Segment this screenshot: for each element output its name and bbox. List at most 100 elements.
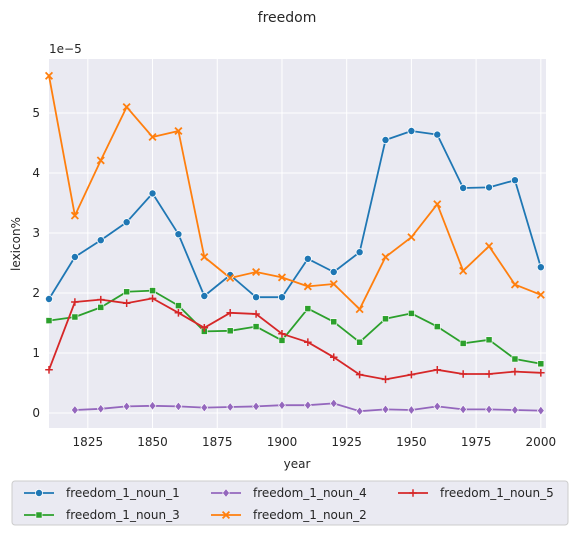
data-point: [511, 355, 519, 363]
data-point: [174, 126, 183, 136]
data-point: [200, 324, 209, 332]
x-tick-labels: 1825 1850 1875 1900 1925 1950 1975 2000: [73, 435, 557, 449]
data-point: [175, 302, 182, 309]
data-point: [200, 252, 209, 262]
data-point: [278, 330, 286, 338]
x-tick-label: 1975: [461, 435, 492, 449]
data-point: [433, 323, 441, 330]
data-point: [329, 267, 338, 276]
data-point: [174, 309, 183, 317]
data-point: [355, 248, 364, 257]
data-point: [407, 127, 416, 136]
data-point: [148, 189, 157, 198]
data-point: [277, 293, 286, 302]
legend-frame: [11, 480, 569, 526]
series-markers: [44, 71, 545, 417]
data-point: [511, 405, 519, 415]
y-tick-label: 2: [32, 286, 40, 300]
legend: freedom_1_noun_1 freedom_1_noun_3 freedom_…: [11, 480, 569, 526]
data-point: [71, 298, 79, 306]
legend-item: freedom_1_noun_4: [211, 486, 367, 500]
data-point: [537, 369, 545, 377]
legend-marker: [35, 511, 43, 519]
data-point: [45, 366, 53, 374]
data-point: [44, 71, 54, 80]
data-point: [304, 338, 312, 346]
data-point: [252, 401, 260, 412]
legend-label: freedom_1_noun_4: [253, 486, 367, 500]
data-point: [407, 405, 416, 415]
data-point: [200, 291, 209, 300]
data-point: [510, 280, 519, 289]
data-point: [148, 132, 157, 142]
data-point: [536, 263, 545, 272]
legend-item: freedom_1_noun_2: [211, 508, 367, 522]
x-tick-label: 1900: [267, 435, 298, 449]
y-tick-labels: 0 1 2 3 4 5: [32, 106, 40, 420]
grid-lines: [49, 59, 546, 428]
data-point: [408, 310, 415, 317]
legend-marker: [221, 510, 231, 520]
data-point: [226, 309, 234, 317]
data-point: [381, 375, 390, 384]
data-point: [536, 405, 545, 416]
data-point: [70, 252, 79, 261]
x-tick-label: 1925: [331, 435, 362, 449]
x-tick-label: 1875: [202, 435, 233, 449]
y-axis-title: lexicon%: [9, 217, 23, 271]
chart-title: freedom: [258, 10, 317, 26]
data-point: [278, 400, 286, 411]
data-point: [382, 315, 389, 323]
data-point: [45, 294, 54, 303]
data-point: [356, 338, 363, 346]
data-point: [485, 183, 494, 192]
data-point: [122, 401, 131, 412]
legend-marker: [409, 489, 417, 497]
plot-area: [49, 59, 546, 428]
legend-label: freedom_1_noun_2: [253, 508, 367, 522]
data-point: [381, 252, 390, 262]
series-line-freedom_1_noun_3: [48, 289, 541, 365]
data-point: [355, 406, 364, 417]
data-point: [433, 401, 442, 412]
series-line-freedom_1_noun_2: [48, 75, 542, 311]
data-point: [459, 266, 468, 275]
y-tick-label: 0: [32, 406, 40, 420]
data-point: [485, 336, 493, 344]
y-tick-label: 3: [32, 226, 40, 240]
series-line-freedom_1_noun_1: [48, 130, 542, 300]
data-point: [459, 404, 468, 415]
data-point: [226, 402, 235, 412]
data-point: [148, 294, 157, 303]
data-point: [252, 293, 261, 302]
data-point: [511, 367, 519, 376]
data-point: [226, 327, 234, 335]
data-point: [71, 405, 79, 415]
x-tick-label: 2000: [526, 435, 557, 449]
data-point: [277, 273, 287, 282]
data-point: [96, 295, 105, 304]
legend-item: freedom_1_noun_1: [24, 486, 180, 500]
legend-item: freedom_1_noun_3: [24, 508, 180, 522]
x-tick-label: 1850: [137, 435, 168, 449]
data-point: [304, 305, 312, 312]
data-point: [96, 156, 105, 165]
data-point: [330, 318, 338, 326]
data-point: [252, 267, 261, 277]
data-point: [278, 337, 286, 344]
data-point: [303, 254, 312, 263]
data-point: [97, 304, 105, 311]
legend-marker: [222, 488, 230, 498]
data-point: [381, 404, 390, 415]
data-point: [459, 370, 467, 378]
data-point: [407, 370, 416, 379]
data-point: [122, 299, 131, 307]
legend-label: freedom_1_noun_1: [66, 486, 180, 500]
data-point: [148, 400, 157, 411]
data-point: [433, 366, 442, 374]
data-point: [510, 176, 519, 185]
data-point: [96, 236, 105, 245]
data-point: [252, 323, 260, 330]
data-point: [407, 233, 416, 242]
